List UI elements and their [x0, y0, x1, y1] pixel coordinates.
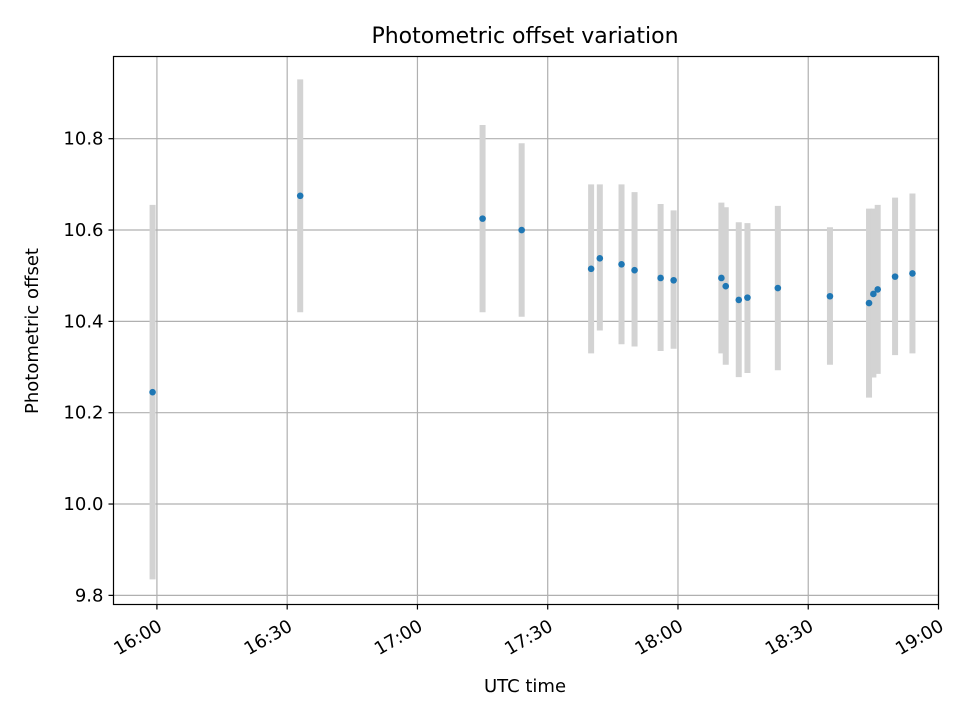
y-tick-label-2: 10.2	[63, 403, 103, 424]
chart-title: Photometric offset variation	[371, 24, 678, 49]
data-points	[149, 192, 916, 396]
data-point-15	[826, 292, 834, 300]
x-tick-label-6: 19:00	[892, 616, 947, 660]
x-tick-label-4: 18:00	[631, 616, 686, 660]
data-point-10	[718, 274, 725, 282]
data-point-14	[774, 284, 782, 292]
x-tick-label-2: 17:00	[371, 616, 426, 660]
data-point-19	[891, 273, 899, 280]
data-point-2	[479, 215, 486, 222]
data-point-0	[149, 388, 156, 396]
x-tick-label-5: 18:30	[762, 616, 817, 660]
data-point-4	[587, 265, 595, 273]
data-point-13	[744, 294, 751, 301]
data-point-11	[722, 282, 730, 290]
data-point-12	[735, 296, 743, 304]
grid	[113, 56, 940, 605]
y-tick-label-3: 10.4	[63, 311, 103, 332]
data-point-9	[670, 276, 677, 284]
x-tick-label-3: 17:30	[501, 616, 556, 660]
data-point-16	[865, 299, 873, 307]
data-point-5	[596, 255, 604, 262]
data-point-8	[657, 274, 664, 282]
y-tick-label-4: 10.6	[63, 220, 103, 241]
data-point-18	[874, 286, 882, 293]
y-axis-label: Photometric offset	[22, 248, 43, 414]
y-tick-label-0: 9.8	[75, 585, 104, 606]
data-point-17	[870, 290, 877, 298]
data-point-6	[618, 260, 625, 268]
data-point-3	[518, 226, 525, 234]
data-point-1	[296, 192, 304, 200]
x-tick-label-0: 16:00	[110, 616, 165, 660]
x-axis-ticks: 16:00 16:30 17:00 17:30 18:00 18:30 19:00	[110, 604, 947, 660]
plot-frame	[112, 55, 940, 606]
data-point-7	[631, 266, 638, 274]
y-tick-label-1: 10.0	[63, 494, 103, 515]
data-point-20	[909, 270, 916, 277]
x-tick-label-1: 16:30	[241, 616, 296, 660]
y-tick-label-5: 10.8	[63, 129, 103, 150]
x-axis-label: UTC time	[484, 676, 566, 697]
y-axis-ticks: 9.8 10.0 10.2 10.4 10.6 10.8	[63, 129, 114, 606]
